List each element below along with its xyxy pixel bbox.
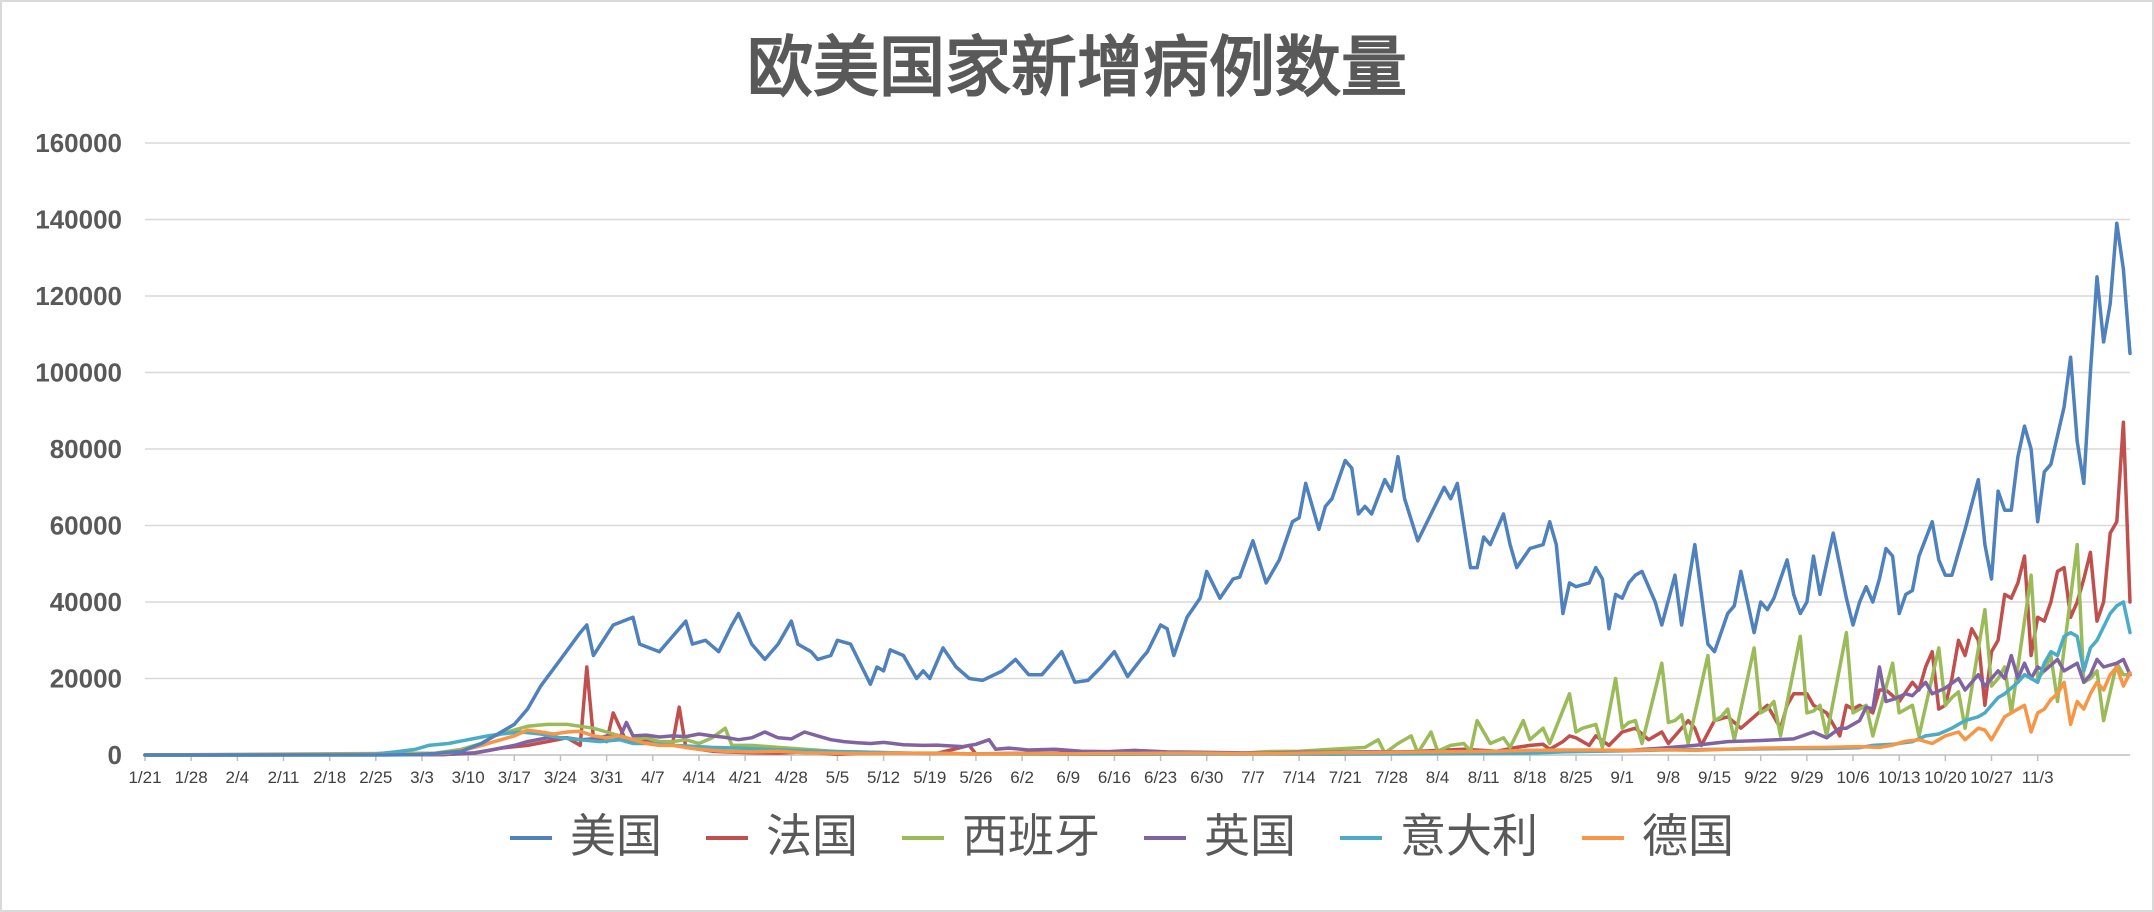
x-tick-label: 6/9 (1056, 768, 1080, 787)
x-tick-label: 9/1 (1610, 768, 1634, 787)
x-tick-label: 2/11 (268, 768, 300, 787)
x-tick-label: 7/21 (1329, 768, 1362, 787)
x-tick-label: 5/12 (867, 768, 900, 787)
x-tick-label: 2/25 (359, 768, 392, 787)
legend-label: 德国 (1642, 809, 1734, 863)
x-tick-label: 2/18 (313, 768, 346, 787)
x-tick-label: 4/7 (641, 768, 665, 787)
series-lines (143, 221, 2132, 757)
y-tick-label: 140000 (35, 205, 122, 235)
legend: 美国 法国 西班牙 英国 意大利 德国 (510, 809, 1734, 863)
legend-label: 英国 (1204, 809, 1296, 863)
x-tick-label: 7/14 (1283, 768, 1316, 787)
x-tick-label: 4/14 (682, 768, 715, 787)
x-tick-label: 3/24 (544, 768, 577, 787)
x-tick-label: 1/28 (175, 768, 208, 787)
x-tick-label: 7/28 (1375, 768, 1408, 787)
series-line-5 (143, 665, 2132, 757)
y-tick-label: 40000 (50, 587, 122, 617)
x-tick-label: 4/28 (775, 768, 808, 787)
y-tick-label: 60000 (50, 511, 122, 541)
x-tick-label: 8/18 (1513, 768, 1546, 787)
series-line-0 (143, 221, 2132, 757)
x-tick-label: 3/31 (590, 768, 623, 787)
x-tick-label: 8/4 (1426, 768, 1450, 787)
x-axis: 1/21 1/28 2/4 2/11 2/18 2/25 3/3 3/10 3/17 3/24 3/… (128, 754, 2130, 787)
x-tick-label: 4/21 (729, 768, 762, 787)
x-tick-label: 10/20 (1924, 768, 1967, 787)
legend-label: 西班牙 (962, 809, 1100, 863)
y-tick-label: 100000 (35, 358, 122, 388)
x-tick-label: 5/19 (913, 768, 946, 787)
x-tick-label: 9/8 (1657, 768, 1681, 787)
x-tick-label: 8/25 (1559, 768, 1592, 787)
chart-title: 欧美国家新增病例数量 (747, 29, 1407, 106)
x-tick-label: 2/4 (226, 768, 250, 787)
x-tick-label: 7/7 (1241, 768, 1265, 787)
x-tick-label: 9/15 (1698, 768, 1731, 787)
x-tick-label: 10/6 (1836, 768, 1869, 787)
series-line-4 (143, 600, 2132, 757)
x-tick-label: 10/13 (1878, 768, 1921, 787)
x-tick-label: 6/2 (1010, 768, 1034, 787)
x-tick-label: 9/22 (1744, 768, 1777, 787)
y-axis: 0 20000 40000 60000 80000 100000 120000 140000 1… (35, 128, 122, 770)
y-tick-label: 160000 (35, 128, 122, 158)
x-tick-label: 9/29 (1790, 768, 1823, 787)
y-tick-label: 0 (108, 740, 122, 770)
x-tick-label: 11/3 (2022, 768, 2054, 787)
x-tick-label: 6/23 (1144, 768, 1177, 787)
x-tick-label: 8/11 (1468, 768, 1500, 787)
x-tick-label: 1/21 (128, 768, 161, 787)
legend-label: 美国 (570, 809, 662, 863)
x-tick-label: 5/26 (959, 768, 992, 787)
x-tick-label: 3/17 (498, 768, 531, 787)
x-tick-label: 10/27 (1970, 768, 2013, 787)
x-tick-label: 6/30 (1190, 768, 1223, 787)
x-tick-label: 3/10 (452, 768, 485, 787)
legend-label: 法国 (766, 809, 858, 863)
x-tick-label: 5/5 (826, 768, 850, 787)
x-tick-label: 6/16 (1098, 768, 1131, 787)
y-tick-label: 120000 (35, 281, 122, 311)
gridlines (145, 142, 2130, 680)
x-tick-label: 3/3 (410, 768, 434, 787)
y-tick-label: 20000 (50, 664, 122, 694)
legend-label: 意大利 (1400, 809, 1538, 863)
y-tick-label: 80000 (50, 434, 122, 464)
